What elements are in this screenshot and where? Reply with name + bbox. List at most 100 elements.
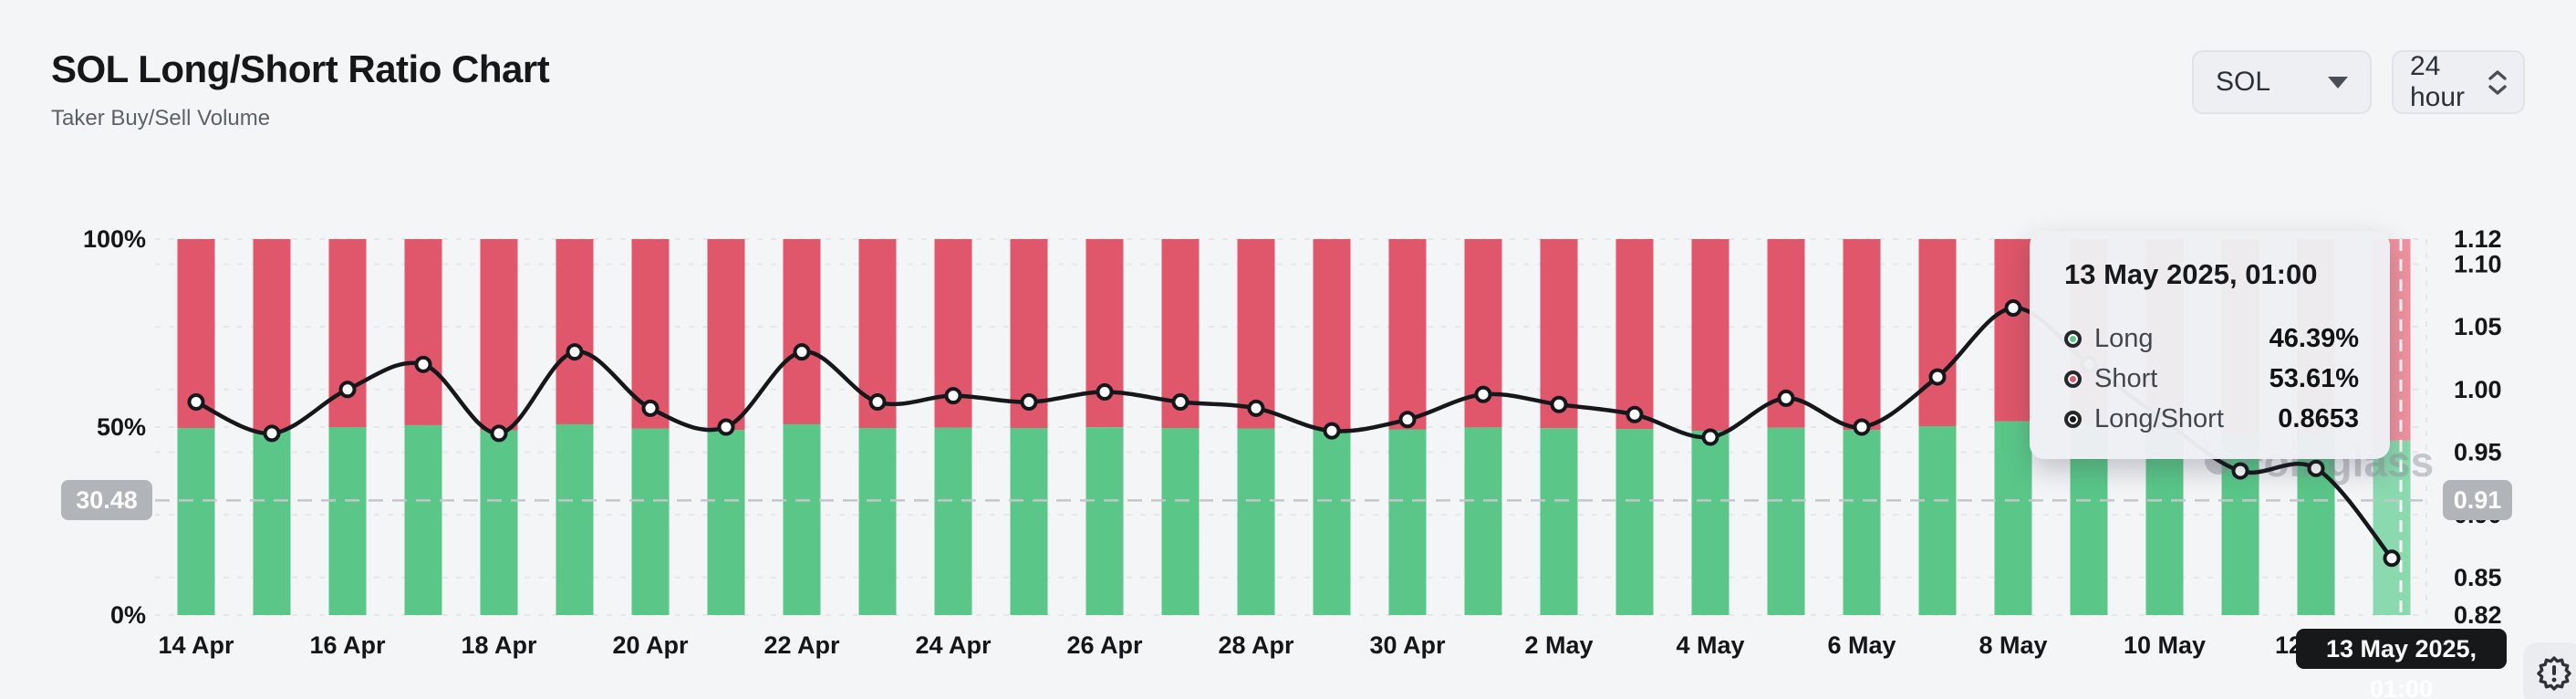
x-axis-tick: 8 May: [1979, 631, 2047, 659]
bar-26 Apr[interactable]: [1085, 239, 1124, 615]
bar-8 May[interactable]: [1994, 239, 2032, 615]
right-axis-tick: 0.95: [2454, 438, 2502, 465]
x-axis-tick: 24 Apr: [915, 631, 992, 659]
left-axis-tick: 100%: [83, 225, 146, 253]
line-point-12 May[interactable]: [2307, 459, 2325, 477]
caret-down-icon: [2328, 76, 2348, 89]
crosshair-date-pill: 13 May 2025, 01:00: [2296, 629, 2507, 699]
long-marker-icon: [2064, 329, 2082, 348]
line-point-11 May[interactable]: [2231, 462, 2249, 480]
line-point-27 Apr[interactable]: [1171, 393, 1189, 412]
line-point-25 Apr[interactable]: [1020, 393, 1038, 412]
left-axis-tick: 50%: [97, 413, 146, 441]
line-point-6 May[interactable]: [1853, 418, 1871, 436]
line-point-1 May[interactable]: [1474, 385, 1492, 403]
bar-1 May[interactable]: [1464, 239, 1502, 615]
bar-22 Apr[interactable]: [783, 239, 821, 615]
chart-tooltip: 13 May 2025, 01:00 Long 46.39% Short 53.…: [2030, 231, 2390, 459]
right-axis-tick: 1.05: [2454, 313, 2502, 340]
x-axis-tick: 30 Apr: [1369, 631, 1446, 659]
ratio-marker-icon: [2064, 410, 2082, 428]
seal-exclamation-icon: [2537, 656, 2571, 691]
x-axis-tick: 18 Apr: [461, 631, 537, 659]
bar-16 Apr[interactable]: [328, 239, 367, 615]
chart-header: SOL Long/Short Ratio Chart Taker Buy/Sel…: [51, 47, 550, 131]
bar-18 Apr[interactable]: [480, 239, 518, 615]
line-point-3 May[interactable]: [1626, 405, 1644, 423]
line-point-19 Apr[interactable]: [566, 343, 584, 361]
line-point-2 May[interactable]: [1550, 395, 1568, 413]
x-axis-tick: 16 Apr: [309, 631, 386, 659]
line-point-20 Apr[interactable]: [641, 399, 660, 417]
interval-select[interactable]: 24 hour: [2392, 50, 2525, 114]
bar-6 May[interactable]: [1843, 239, 1881, 615]
x-axis-tick: 10 May: [2124, 631, 2206, 659]
page-subtitle: Taker Buy/Sell Volume: [51, 106, 271, 130]
short-marker-icon: [2064, 370, 2082, 388]
x-axis-tick: 6 May: [1827, 631, 1896, 659]
right-axis-tick: 0.82: [2454, 601, 2502, 629]
bar-19 Apr[interactable]: [556, 239, 594, 615]
tooltip-row-ratio: Long/Short 0.8653: [2064, 399, 2359, 439]
tooltip-row-short: Short 53.61%: [2064, 359, 2359, 399]
tooltip-date: 13 May 2025, 01:00: [2064, 258, 2318, 290]
x-axis-tick: 4 May: [1676, 631, 1744, 659]
line-point-15 Apr[interactable]: [263, 424, 281, 443]
bar-30 Apr[interactable]: [1388, 239, 1427, 615]
x-axis-tick: 26 Apr: [1066, 631, 1143, 659]
line-point-16 Apr[interactable]: [338, 381, 357, 399]
symbol-select-value: SOL: [2216, 67, 2271, 97]
bar-4 May[interactable]: [1691, 239, 1729, 615]
line-point-30 Apr[interactable]: [1398, 411, 1417, 429]
line-point-7 May[interactable]: [1928, 368, 1947, 386]
chart-controls: SOL 24 hour: [2192, 50, 2525, 114]
line-point-5 May[interactable]: [1777, 389, 1795, 407]
bar-5 May[interactable]: [1767, 239, 1805, 615]
line-point-8 May[interactable]: [2004, 299, 2022, 318]
bar-27 Apr[interactable]: [1161, 239, 1200, 615]
bar-2 May[interactable]: [1540, 239, 1578, 615]
line-point-23 Apr[interactable]: [868, 393, 887, 412]
right-axis-tick: 1.12: [2454, 225, 2502, 253]
x-axis-tick: 14 Apr: [158, 631, 234, 659]
line-point-14 Apr[interactable]: [187, 393, 205, 412]
line-point-4 May[interactable]: [1701, 428, 1719, 446]
updown-chevron-icon: [2487, 69, 2508, 96]
symbol-select[interactable]: SOL: [2192, 50, 2372, 114]
bar-15 Apr[interactable]: [253, 239, 291, 615]
line-point-28 Apr[interactable]: [1247, 399, 1265, 417]
bar-14 Apr[interactable]: [177, 239, 215, 615]
bar-21 Apr[interactable]: [707, 239, 745, 615]
right-axis-tick: 1.10: [2454, 250, 2502, 277]
bar-24 Apr[interactable]: [934, 239, 972, 615]
line-point-18 Apr[interactable]: [490, 424, 508, 443]
bar-25 Apr[interactable]: [1010, 239, 1048, 615]
bar-17 Apr[interactable]: [404, 239, 442, 615]
x-axis-tick: 20 Apr: [612, 631, 689, 659]
page-title: SOL Long/Short Ratio Chart: [51, 47, 550, 90]
x-axis-tick: 2 May: [1524, 631, 1593, 659]
bar-3 May[interactable]: [1615, 239, 1654, 615]
line-point-24 Apr[interactable]: [944, 387, 962, 405]
line-point-22 Apr[interactable]: [793, 343, 811, 361]
interval-select-value: 24 hour: [2410, 51, 2466, 112]
crosshair-right-badge: 0.91: [2443, 480, 2512, 520]
bar-29 Apr[interactable]: [1313, 239, 1351, 615]
bar-20 Apr[interactable]: [631, 239, 670, 615]
right-axis-tick: 0.85: [2454, 564, 2502, 591]
line-point-29 Apr[interactable]: [1323, 422, 1341, 440]
x-axis-tick: 28 Apr: [1218, 631, 1294, 659]
line-point-17 Apr[interactable]: [414, 355, 432, 373]
line-point-13 May[interactable]: [2383, 549, 2401, 568]
left-axis-tick: 0%: [110, 601, 146, 629]
bar-23 Apr[interactable]: [858, 239, 897, 615]
tooltip-row-long: Long 46.39%: [2064, 318, 2359, 359]
right-axis-tick: 1.00: [2454, 376, 2502, 403]
line-point-21 Apr[interactable]: [717, 418, 735, 436]
crosshair-left-badge: 30.48: [61, 480, 152, 520]
line-point-26 Apr[interactable]: [1096, 383, 1114, 402]
bar-28 Apr[interactable]: [1237, 239, 1275, 615]
alert-settings-button[interactable]: [2523, 642, 2576, 699]
bar-7 May[interactable]: [1918, 239, 1957, 615]
